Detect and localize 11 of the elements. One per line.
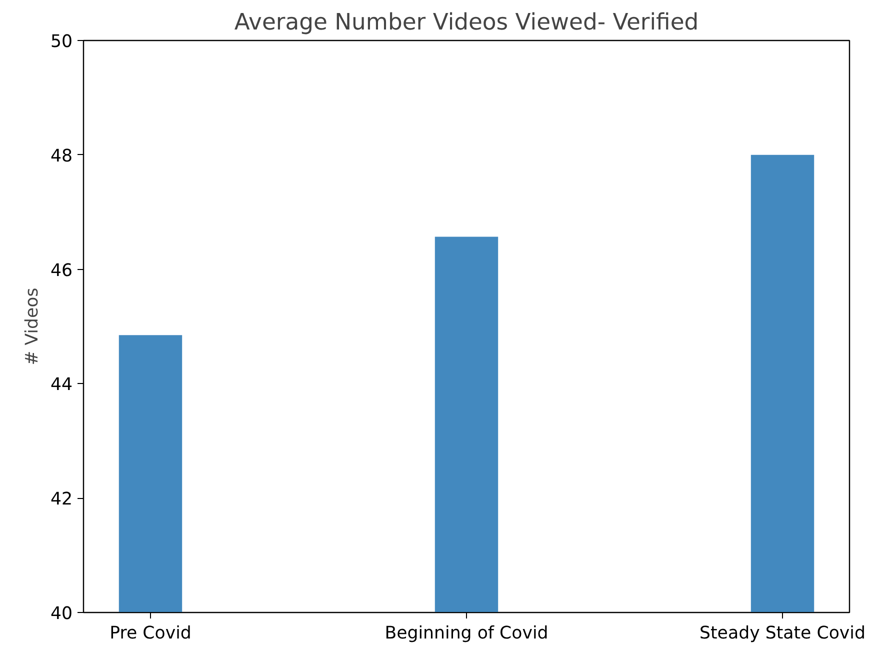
chart-title: Average Number Videos Viewed- Verified <box>234 10 699 36</box>
x-tick-label: Steady State Covid <box>700 624 866 644</box>
y-tick-label: 48 <box>50 146 73 166</box>
x-tick-label: Beginning of Covid <box>384 624 548 644</box>
y-tick-label: 42 <box>50 490 73 510</box>
y-axis-title: # Videos <box>22 288 42 366</box>
y-tick-label: 50 <box>50 32 73 52</box>
x-tick-label: Pre Covid <box>110 624 192 644</box>
y-tick-label: 44 <box>50 375 73 396</box>
y-tick-label: 40 <box>50 604 73 624</box>
y-tick-label: 46 <box>50 260 73 281</box>
